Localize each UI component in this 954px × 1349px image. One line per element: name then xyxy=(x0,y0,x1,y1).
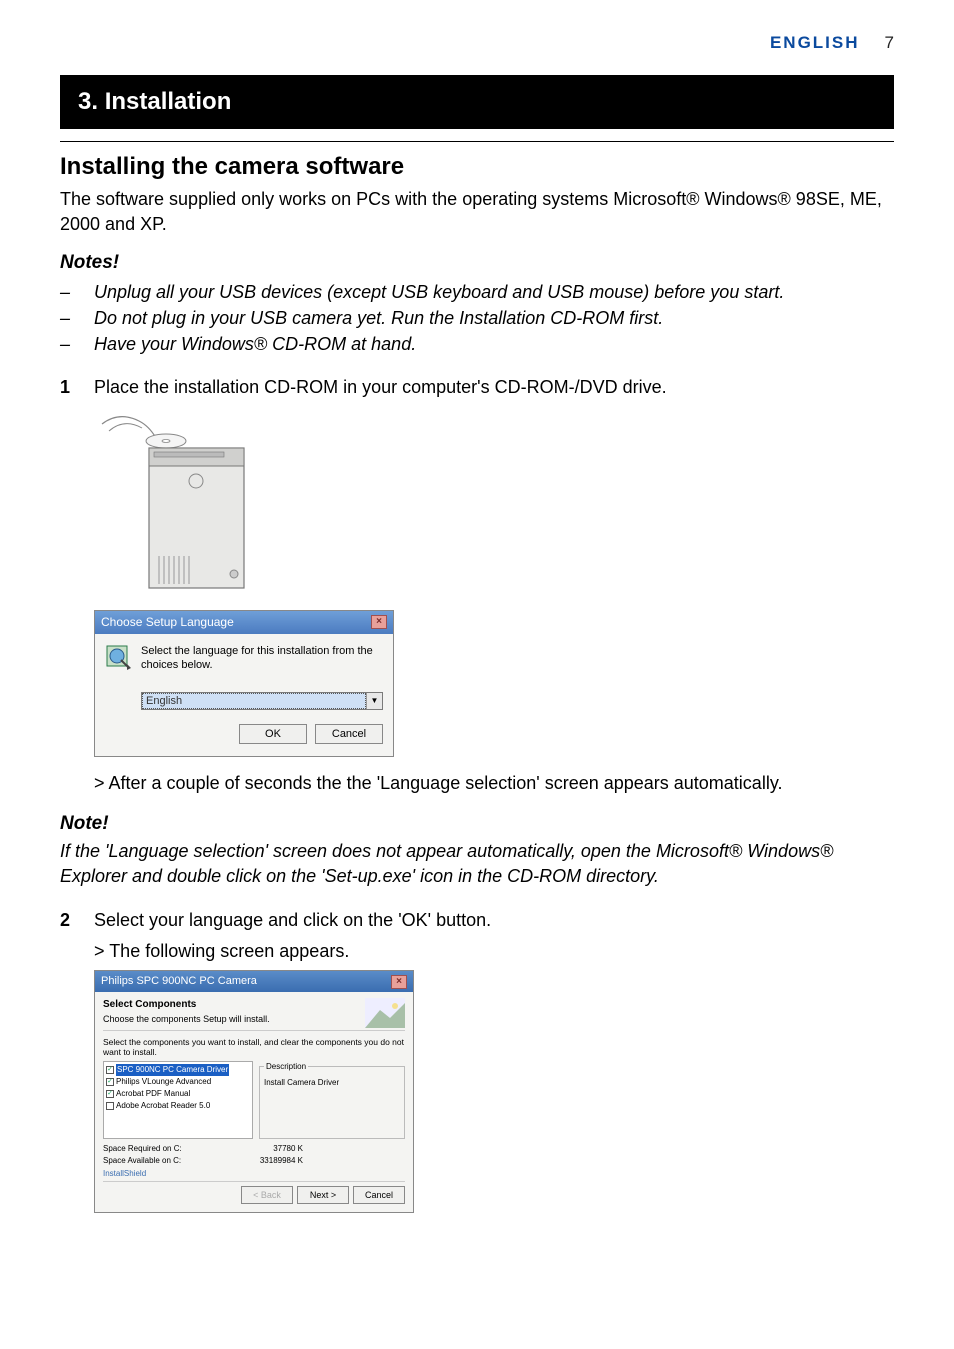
section-title: 3. Installation xyxy=(78,88,231,115)
note-item: –Have your Windows® CD-ROM at hand. xyxy=(60,331,894,357)
close-icon[interactable]: × xyxy=(371,615,387,629)
section-heading-bar: 3. Installation xyxy=(60,75,894,129)
description-text: Install Camera Driver xyxy=(264,1077,400,1088)
notes-heading: Notes! xyxy=(60,250,894,277)
step-2: 2 Select your language and click on the … xyxy=(60,908,894,933)
list-item[interactable]: ✓Philips VLounge Advanced xyxy=(106,1076,250,1088)
close-icon[interactable]: × xyxy=(391,975,407,989)
ok-button[interactable]: OK xyxy=(239,724,307,744)
subheading: Installing the camera software xyxy=(60,150,894,184)
components-list[interactable]: ✓SPC 900NC PC Camera Driver ✓Philips VLo… xyxy=(103,1061,253,1139)
divider xyxy=(60,141,894,142)
note-item: –Do not plug in your USB camera yet. Run… xyxy=(60,305,894,331)
disk-space: Space Required on C:37780 K Space Availa… xyxy=(103,1143,405,1165)
list-item[interactable]: ✓Adobe Acrobat Reader 5.0 xyxy=(106,1100,250,1112)
dialog-title: Choose Setup Language xyxy=(101,614,234,631)
select-components-dialog: Philips SPC 900NC PC Camera × Select Com… xyxy=(94,970,414,1213)
chevron-down-icon[interactable]: ▼ xyxy=(366,693,382,709)
note-heading: Note! xyxy=(60,811,894,838)
dialog-instruction: Select the components you want to instal… xyxy=(103,1037,405,1057)
step-text: Place the installation CD-ROM in your co… xyxy=(94,375,667,400)
step-1-result: > After a couple of seconds the the 'Lan… xyxy=(94,771,894,796)
description-label: Description xyxy=(264,1061,308,1072)
cancel-button[interactable]: Cancel xyxy=(353,1186,405,1204)
description-panel: Description Install Camera Driver xyxy=(259,1061,405,1139)
choose-language-dialog: Choose Setup Language × Select the langu… xyxy=(94,610,394,757)
dialog-message: Select the language for this installatio… xyxy=(141,644,383,673)
dialog-titlebar: Philips SPC 900NC PC Camera × xyxy=(95,971,413,992)
next-button[interactable]: Next > xyxy=(297,1186,349,1204)
intro-paragraph: The software supplied only works on PCs … xyxy=(60,187,894,236)
dialog-title: Philips SPC 900NC PC Camera xyxy=(101,974,257,989)
pc-illustration xyxy=(94,406,274,596)
dialog-corner-image xyxy=(365,998,405,1028)
note-item: –Unplug all your USB devices (except USB… xyxy=(60,279,894,305)
dialog-titlebar: Choose Setup Language × xyxy=(95,611,393,634)
list-item[interactable]: ✓Acrobat PDF Manual xyxy=(106,1088,250,1100)
step-number: 2 xyxy=(60,908,94,933)
dialog-subtitle: Select Components xyxy=(103,998,405,1012)
figure-components-dialog: Philips SPC 900NC PC Camera × Select Com… xyxy=(94,970,894,1213)
notes-list: –Unplug all your USB devices (except USB… xyxy=(60,279,894,357)
cancel-button[interactable]: Cancel xyxy=(315,724,383,744)
step-text: Select your language and click on the 'O… xyxy=(94,908,491,933)
figure-pc-tower: Choose Setup Language × Select the langu… xyxy=(94,406,894,757)
list-item[interactable]: ✓SPC 900NC PC Camera Driver xyxy=(106,1064,250,1076)
dialog-subdesc: Choose the components Setup will install… xyxy=(103,1013,405,1026)
back-button: < Back xyxy=(241,1186,293,1204)
page-header: ENGLISH 7 xyxy=(60,30,894,75)
step-2-result: > The following screen appears. xyxy=(94,939,894,964)
page-number: 7 xyxy=(885,33,894,52)
installshield-brand: InstallShield xyxy=(103,1168,405,1179)
step-number: 1 xyxy=(60,375,94,400)
language-dropdown[interactable]: English ▼ xyxy=(141,692,383,710)
note-paragraph: If the 'Language selection' screen does … xyxy=(60,839,894,889)
language-label: ENGLISH xyxy=(770,33,860,52)
step-1: 1 Place the installation CD-ROM in your … xyxy=(60,375,894,400)
language-selected: English xyxy=(142,693,366,709)
globe-setup-icon xyxy=(105,644,133,672)
